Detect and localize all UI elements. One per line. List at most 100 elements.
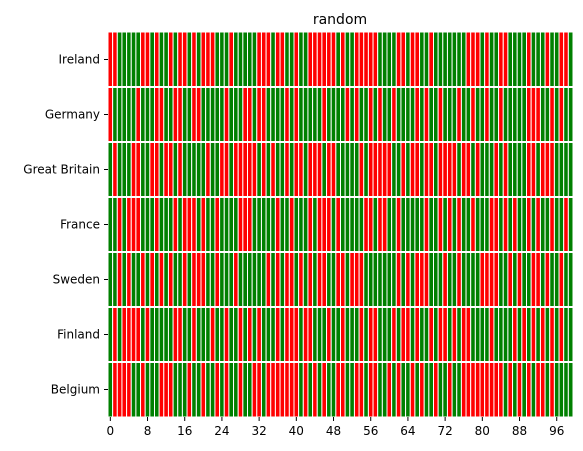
x-tick-label: 0	[107, 424, 115, 438]
heatmap-cell	[220, 197, 225, 252]
heatmap-cell	[299, 32, 304, 87]
heatmap-cell	[201, 197, 206, 252]
heatmap-cell	[127, 32, 132, 87]
heatmap-cell	[317, 87, 322, 142]
heatmap-cell	[345, 252, 350, 307]
heatmap-cell	[187, 87, 192, 142]
heatmap-cell	[554, 197, 559, 252]
heatmap-cell	[192, 197, 197, 252]
heatmap-cell	[308, 32, 313, 87]
heatmap-cell	[406, 362, 411, 417]
heatmap-cell	[503, 32, 508, 87]
heatmap-cell	[503, 362, 508, 417]
heatmap-cell	[215, 197, 220, 252]
heatmap-cell	[480, 87, 485, 142]
x-tick-label: 40	[289, 424, 304, 438]
heatmap-cell	[471, 362, 476, 417]
heatmap-cell	[447, 307, 452, 362]
heatmap-cell	[201, 142, 206, 197]
heatmap-cell	[145, 307, 150, 362]
heatmap-cell	[373, 197, 378, 252]
heatmap-cell	[252, 142, 257, 197]
heatmap-cell	[564, 252, 569, 307]
heatmap-cell	[461, 362, 466, 417]
heatmap-cell	[336, 197, 341, 252]
x-tick-label: 16	[177, 424, 192, 438]
heatmap-cell	[248, 197, 253, 252]
heatmap-cell	[317, 362, 322, 417]
heatmap-cell	[545, 197, 550, 252]
heatmap-cell	[447, 87, 452, 142]
heatmap-cell	[266, 252, 271, 307]
heatmap-cell	[117, 307, 122, 362]
heatmap-cell	[443, 142, 448, 197]
heatmap-cell	[294, 142, 299, 197]
heatmap-cell	[517, 142, 522, 197]
heatmap-cell	[475, 362, 480, 417]
heatmap-cell	[168, 362, 173, 417]
heatmap-cell	[396, 87, 401, 142]
heatmap-cell	[196, 362, 201, 417]
heatmap-cell	[220, 142, 225, 197]
heatmap-cell	[131, 252, 136, 307]
heatmap-cell	[517, 87, 522, 142]
heatmap-cell	[438, 362, 443, 417]
heatmap-cell	[568, 307, 573, 362]
heatmap-cell	[113, 362, 118, 417]
heatmap-cell	[424, 252, 429, 307]
heatmap-cell	[396, 307, 401, 362]
heatmap-cell	[266, 307, 271, 362]
heatmap-cell	[113, 87, 118, 142]
heatmap-cell	[168, 197, 173, 252]
heatmap-cell	[471, 32, 476, 87]
heatmap-cell	[317, 197, 322, 252]
heatmap-cell	[224, 142, 229, 197]
heatmap-cell	[364, 142, 369, 197]
heatmap-cell	[275, 252, 280, 307]
heatmap-cell	[313, 362, 318, 417]
heatmap-cell	[159, 87, 164, 142]
heatmap-cell	[540, 32, 545, 87]
heatmap-cell	[150, 307, 155, 362]
heatmap-cell	[406, 87, 411, 142]
heatmap-cell	[248, 87, 253, 142]
heatmap-cell	[210, 252, 215, 307]
heatmap-cell	[447, 197, 452, 252]
heatmap-cell	[145, 87, 150, 142]
heatmap-cell	[499, 197, 504, 252]
heatmap-cell	[480, 197, 485, 252]
heatmap-cell	[387, 87, 392, 142]
heatmap-cell	[522, 307, 527, 362]
y-tick-label: Germany	[45, 108, 100, 122]
heatmap-cell	[550, 197, 555, 252]
heatmap-cell	[168, 32, 173, 87]
heatmap-cell	[234, 362, 239, 417]
heatmap-cell	[238, 362, 243, 417]
heatmap-cell	[234, 32, 239, 87]
heatmap-cell	[303, 142, 308, 197]
heatmap-cell	[559, 252, 564, 307]
heatmap-cell	[285, 252, 290, 307]
heatmap-cell	[229, 32, 234, 87]
heatmap-cell	[536, 362, 541, 417]
heatmap-cell	[308, 252, 313, 307]
heatmap-cell	[410, 197, 415, 252]
heatmap-cell	[266, 362, 271, 417]
heatmap-cell	[350, 87, 355, 142]
heatmap-cell	[331, 252, 336, 307]
heatmap-cell	[280, 142, 285, 197]
heatmap-cell	[336, 142, 341, 197]
heatmap-cell	[406, 307, 411, 362]
heatmap-cell	[499, 252, 504, 307]
heatmap-cell	[457, 252, 462, 307]
heatmap-cell	[452, 32, 457, 87]
heatmap-cell	[168, 87, 173, 142]
heatmap-cell	[303, 197, 308, 252]
heatmap-cell	[331, 307, 336, 362]
heatmap-cell	[308, 197, 313, 252]
heatmap-cell	[215, 87, 220, 142]
heatmap-cell	[271, 307, 276, 362]
heatmap-cell	[359, 142, 364, 197]
heatmap-cell	[559, 87, 564, 142]
heatmap-cell	[568, 362, 573, 417]
